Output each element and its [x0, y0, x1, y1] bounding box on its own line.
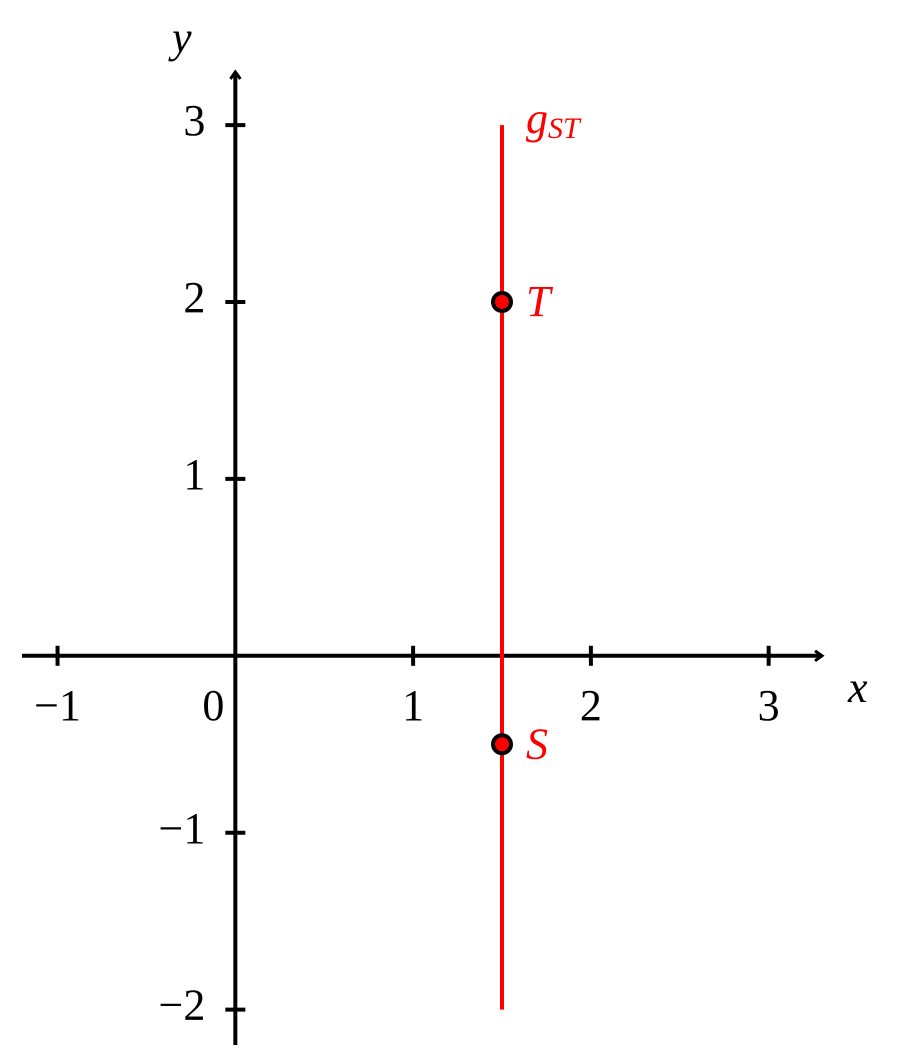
point: [491, 733, 513, 756]
point: [491, 290, 513, 313]
y-tick-label: −1: [159, 804, 206, 853]
y-tick-label: −2: [159, 981, 206, 1030]
point-label: T: [526, 277, 554, 326]
x-tick-label: −1: [34, 681, 81, 730]
x-axis-label: x: [847, 663, 868, 712]
x-tick-label: 3: [758, 681, 780, 730]
line-label-main: g: [526, 94, 548, 143]
x-tick-label: 1: [402, 681, 424, 730]
y-tick-label: 1: [183, 450, 205, 499]
y-tick-label: 3: [183, 96, 205, 145]
x-tick-label: 0: [202, 681, 224, 730]
point-label: S: [526, 719, 548, 768]
y-tick-label: 2: [183, 273, 205, 322]
line-label: gST: [526, 94, 582, 145]
line-label-sub: ST: [548, 112, 582, 145]
x-tick-label: 2: [580, 681, 602, 730]
y-axis-label: y: [168, 13, 192, 62]
